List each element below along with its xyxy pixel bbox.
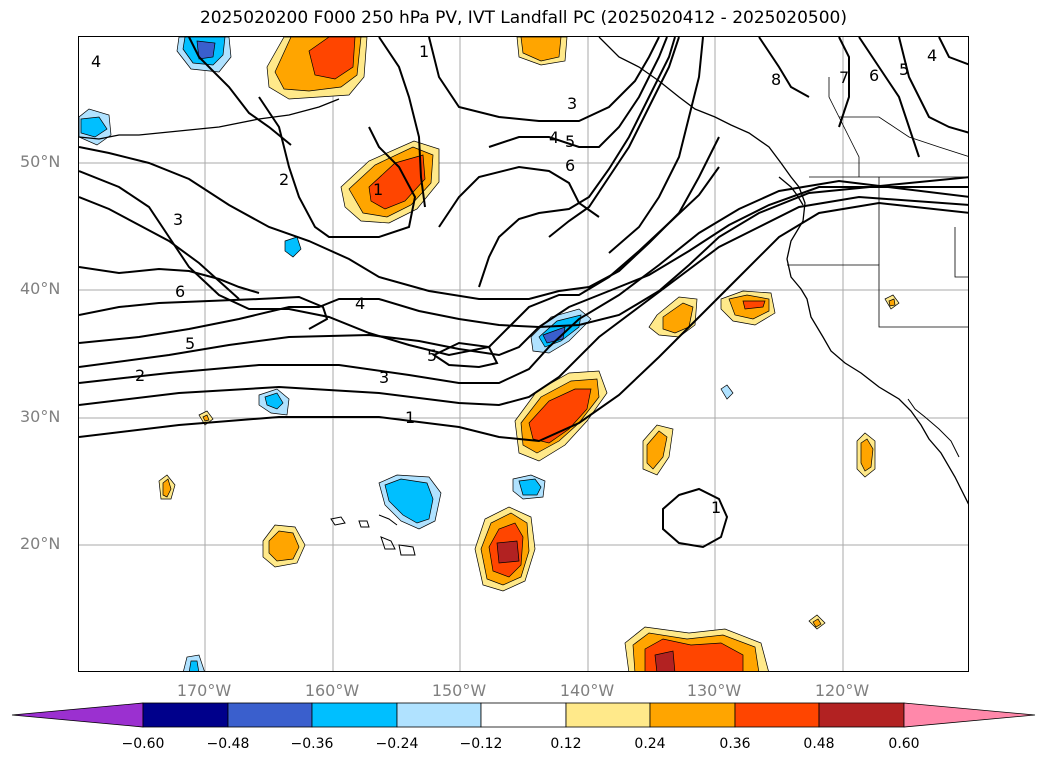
contour-label: 5 <box>427 346 437 365</box>
contour-label: 6 <box>869 66 879 85</box>
contour-label: 4 <box>549 128 559 147</box>
lon-label-120w: 120°W <box>814 681 870 700</box>
contour-label: 5 <box>565 132 575 151</box>
map-title: 2025020200 F000 250 hPa PV, IVT Landfall… <box>199 8 847 28</box>
contour-label: 6 <box>565 156 575 175</box>
contour-label: 6 <box>175 282 185 301</box>
colorbar-segment <box>396 702 482 728</box>
map-canvas: 4 2 3 6 5 2 4 3 1 5 1 3 4 5 6 8 7 6 5 4 … <box>79 37 968 671</box>
colorbar-tick: 0.48 <box>803 736 835 752</box>
colorbar-tick: 0.60 <box>888 736 920 752</box>
colorbar-segment <box>734 702 820 728</box>
colorbar-segment <box>311 702 398 728</box>
colorbar-tick: −0.24 <box>375 736 419 752</box>
contour-label: 8 <box>771 70 781 89</box>
lat-label-20n: 20°N <box>20 534 61 553</box>
contour-label: 3 <box>173 210 183 229</box>
contour-label: 4 <box>355 294 365 313</box>
lon-label-130w: 130°W <box>686 681 742 700</box>
colorbar-tick: 0.36 <box>719 736 751 752</box>
contour-label: 4 <box>91 52 101 71</box>
colorbar <box>11 702 1036 728</box>
colorbar-tick: 0.24 <box>634 736 666 752</box>
pv-contours <box>79 37 968 549</box>
contour-label: 5 <box>899 60 909 79</box>
lat-label-30n: 30°N <box>20 407 61 426</box>
lat-label-40n: 40°N <box>20 279 61 298</box>
shaded-anomalies <box>79 37 900 671</box>
contour-label: 7 <box>839 68 849 87</box>
contour-label: 1 <box>405 408 415 427</box>
political-borders <box>787 77 968 328</box>
lon-label-170w: 170°W <box>176 681 232 700</box>
lon-label-160w: 160°W <box>304 681 360 700</box>
contour-label: 3 <box>379 368 389 387</box>
colorbar-segment <box>903 702 1036 728</box>
contour-label: 1 <box>711 498 721 517</box>
colorbar-segment <box>142 702 229 728</box>
contour-label: 5 <box>185 334 195 353</box>
coastlines <box>79 37 968 556</box>
colorbar-tick: −0.60 <box>121 736 165 752</box>
colorbar-segment <box>11 702 144 728</box>
colorbar-tick: 0.12 <box>550 736 582 752</box>
contour-label: 2 <box>279 170 289 189</box>
contour-labels: 4 2 3 6 5 2 4 3 1 5 1 3 4 5 6 8 7 6 5 4 … <box>91 42 937 517</box>
colorbar-segment <box>565 702 651 728</box>
contour-label: 4 <box>927 46 937 65</box>
colorbar-segment <box>480 702 567 728</box>
contour-label: 3 <box>567 94 577 113</box>
gridlines <box>79 37 968 671</box>
contour-label: 1 <box>373 180 383 199</box>
contour-label: 1 <box>419 42 429 61</box>
colorbar-segment <box>818 702 905 728</box>
colorbar-tick: −0.48 <box>206 736 250 752</box>
lat-label-50n: 50°N <box>20 152 61 171</box>
colorbar-tick: −0.36 <box>290 736 334 752</box>
colorbar-segment <box>649 702 736 728</box>
lon-label-140w: 140°W <box>559 681 615 700</box>
colorbar-segment <box>227 702 313 728</box>
map-panel: 4 2 3 6 5 2 4 3 1 5 1 3 4 5 6 8 7 6 5 4 … <box>78 36 969 672</box>
colorbar-tick: −0.12 <box>459 736 503 752</box>
contour-label: 2 <box>135 366 145 385</box>
lon-label-150w: 150°W <box>431 681 487 700</box>
